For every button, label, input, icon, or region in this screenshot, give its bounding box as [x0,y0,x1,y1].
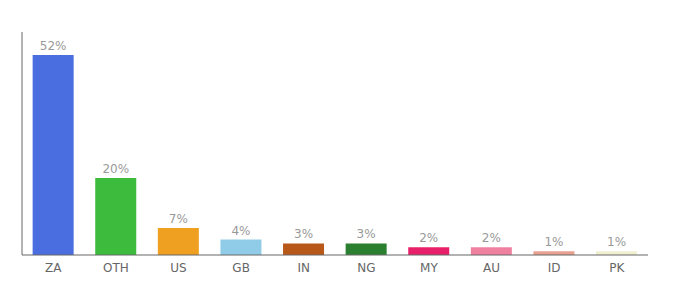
svg-text:ID: ID [548,261,561,275]
svg-text:2%: 2% [419,231,438,245]
svg-text:IN: IN [297,261,310,275]
svg-text:1%: 1% [607,235,626,249]
svg-text:3%: 3% [294,227,313,241]
svg-text:PK: PK [609,261,625,275]
svg-text:1%: 1% [544,235,563,249]
svg-text:4%: 4% [231,224,250,238]
svg-text:7%: 7% [169,212,188,226]
svg-text:MY: MY [420,261,438,275]
svg-text:GB: GB [232,261,250,275]
svg-text:ZA: ZA [45,261,62,275]
svg-text:2%: 2% [482,231,501,245]
svg-text:NG: NG [357,261,375,275]
svg-text:OTH: OTH [103,261,129,275]
svg-text:3%: 3% [357,227,376,241]
svg-text:20%: 20% [102,162,129,176]
svg-text:52%: 52% [40,39,67,53]
svg-text:AU: AU [483,261,500,275]
svg-text:US: US [170,261,186,275]
